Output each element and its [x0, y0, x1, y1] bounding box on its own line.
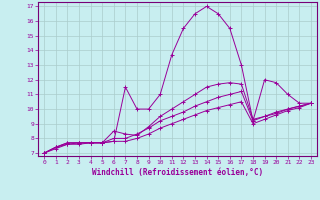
X-axis label: Windchill (Refroidissement éolien,°C): Windchill (Refroidissement éolien,°C): [92, 168, 263, 177]
